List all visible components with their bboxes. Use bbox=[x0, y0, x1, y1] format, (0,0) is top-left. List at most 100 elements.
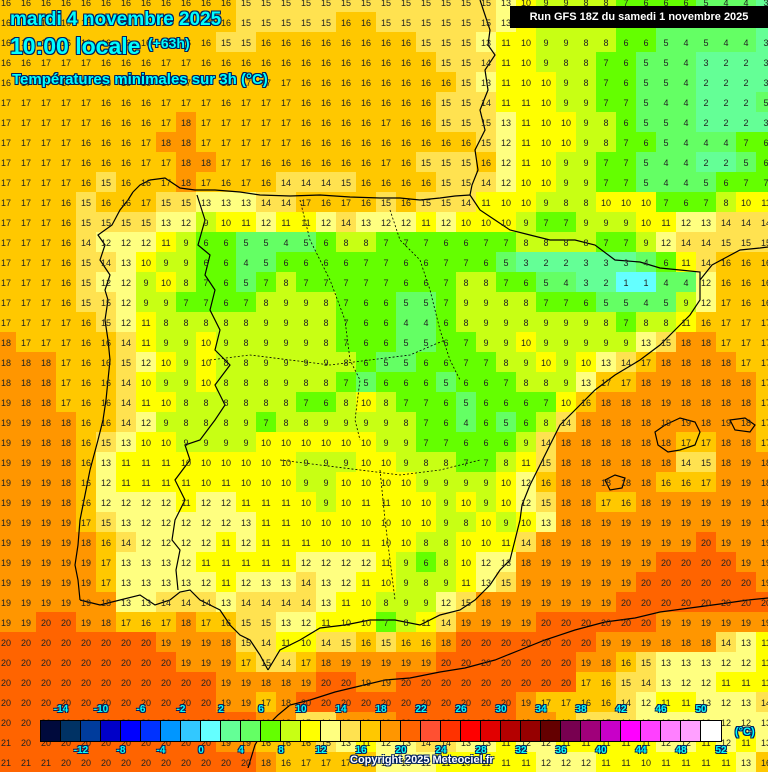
grid-value: 15 bbox=[280, 18, 291, 28]
grid-value: 13 bbox=[120, 258, 131, 268]
grid-value: 7 bbox=[463, 338, 469, 348]
shade-cell bbox=[236, 0, 256, 12]
grid-value: 17 bbox=[240, 138, 251, 148]
grid-value: 11 bbox=[761, 678, 768, 688]
grid-value: 6 bbox=[283, 258, 289, 268]
grid-value: 17 bbox=[260, 98, 271, 108]
grid-value: 8 bbox=[643, 318, 649, 328]
grid-value: 17 bbox=[40, 98, 51, 108]
grid-value: 19 bbox=[660, 498, 671, 508]
grid-value: 16 bbox=[400, 178, 411, 188]
grid-value: 12 bbox=[140, 358, 151, 368]
shade-cell bbox=[116, 92, 136, 112]
grid-value: 9 bbox=[563, 378, 569, 388]
shade-cell bbox=[156, 112, 176, 132]
shade-cell bbox=[376, 12, 396, 32]
grid-value: 9 bbox=[463, 478, 469, 488]
grid-value: 15 bbox=[100, 438, 111, 448]
grid-value: 16 bbox=[100, 378, 111, 388]
grid-value: 19 bbox=[240, 698, 251, 708]
grid-value: 7 bbox=[603, 58, 609, 68]
grid-value: 7 bbox=[623, 318, 629, 328]
grid-value: 8 bbox=[243, 318, 249, 328]
grid-value: 9 bbox=[343, 418, 349, 428]
shade-cell bbox=[356, 32, 376, 52]
grid-value: 11 bbox=[681, 318, 691, 328]
grid-value: 11 bbox=[281, 518, 291, 528]
legend-tick-top: 22 bbox=[415, 704, 427, 715]
grid-value: 9 bbox=[183, 338, 189, 348]
legend-swatch bbox=[481, 721, 501, 741]
grid-value: 8 bbox=[303, 318, 309, 328]
shade-cell bbox=[36, 132, 56, 152]
grid-value: 12 bbox=[720, 698, 731, 708]
grid-value: 19 bbox=[20, 458, 31, 468]
grid-value: 9 bbox=[583, 118, 589, 128]
grid-value: 18 bbox=[640, 478, 651, 488]
grid-value: 17 bbox=[0, 98, 11, 108]
grid-value: 19 bbox=[0, 418, 11, 428]
shade-cell bbox=[336, 0, 356, 12]
grid-value: 15 bbox=[280, 0, 291, 8]
grid-value: 16 bbox=[360, 158, 371, 168]
grid-value: 9 bbox=[503, 318, 509, 328]
grid-value: 20 bbox=[320, 678, 331, 688]
grid-value: 17 bbox=[760, 418, 768, 428]
grid-value: 18 bbox=[740, 378, 751, 388]
grid-value: 13 bbox=[100, 458, 111, 468]
legend-swatch bbox=[501, 721, 521, 741]
legend-tick-top: 14 bbox=[335, 704, 347, 715]
grid-value: 6 bbox=[723, 178, 729, 188]
shade-cell bbox=[176, 12, 196, 32]
grid-value: 7 bbox=[623, 238, 629, 248]
grid-value: 7 bbox=[343, 298, 349, 308]
grid-value: 17 bbox=[20, 318, 31, 328]
shade-cell bbox=[756, 112, 768, 132]
grid-value: 12 bbox=[680, 218, 691, 228]
grid-value: 19 bbox=[0, 618, 11, 628]
shade-cell bbox=[56, 112, 76, 132]
grid-value: 9 bbox=[503, 338, 509, 348]
grid-value: 16 bbox=[260, 58, 271, 68]
grid-value: 11 bbox=[281, 638, 291, 648]
grid-value: 14 bbox=[120, 398, 131, 408]
grid-value: 10 bbox=[360, 478, 371, 488]
grid-value: 19 bbox=[620, 558, 631, 568]
grid-value: 16 bbox=[360, 78, 371, 88]
shade-cell bbox=[736, 112, 756, 132]
grid-value: 17 bbox=[200, 118, 211, 128]
grid-value: 12 bbox=[300, 558, 311, 568]
grid-value: 8 bbox=[283, 278, 289, 288]
shade-cell bbox=[376, 32, 396, 52]
grid-value: 5 bbox=[643, 178, 649, 188]
shade-cell bbox=[676, 112, 696, 132]
grid-value: 11 bbox=[681, 698, 691, 708]
grid-value: 19 bbox=[700, 498, 711, 508]
grid-value: 16 bbox=[340, 38, 351, 48]
grid-value: 9 bbox=[563, 338, 569, 348]
grid-value: 8 bbox=[523, 298, 529, 308]
grid-value: 5 bbox=[603, 298, 609, 308]
shade-cell bbox=[436, 132, 456, 152]
grid-value: 16 bbox=[320, 78, 331, 88]
shade-cell bbox=[176, 52, 196, 72]
grid-value: 16 bbox=[80, 318, 91, 328]
legend-unit: (°C) bbox=[735, 726, 755, 738]
shade-cell bbox=[116, 72, 136, 92]
grid-value: 9 bbox=[583, 158, 589, 168]
grid-value: 12 bbox=[300, 618, 311, 628]
grid-value: 10 bbox=[340, 618, 351, 628]
grid-value: 6 bbox=[323, 398, 329, 408]
grid-value: 14 bbox=[280, 198, 291, 208]
grid-value: 6 bbox=[363, 318, 369, 328]
grid-value: 3 bbox=[763, 78, 768, 88]
grid-value: 16 bbox=[680, 478, 691, 488]
grid-value: 16 bbox=[320, 158, 331, 168]
grid-value: 13 bbox=[580, 378, 591, 388]
shade-cell bbox=[596, 152, 616, 172]
legend-tick-bottom: 32 bbox=[515, 745, 527, 756]
grid-value: 14 bbox=[120, 418, 131, 428]
grid-value: 14 bbox=[720, 638, 731, 648]
grid-value: 9 bbox=[483, 478, 489, 488]
grid-value: 11 bbox=[761, 198, 768, 208]
